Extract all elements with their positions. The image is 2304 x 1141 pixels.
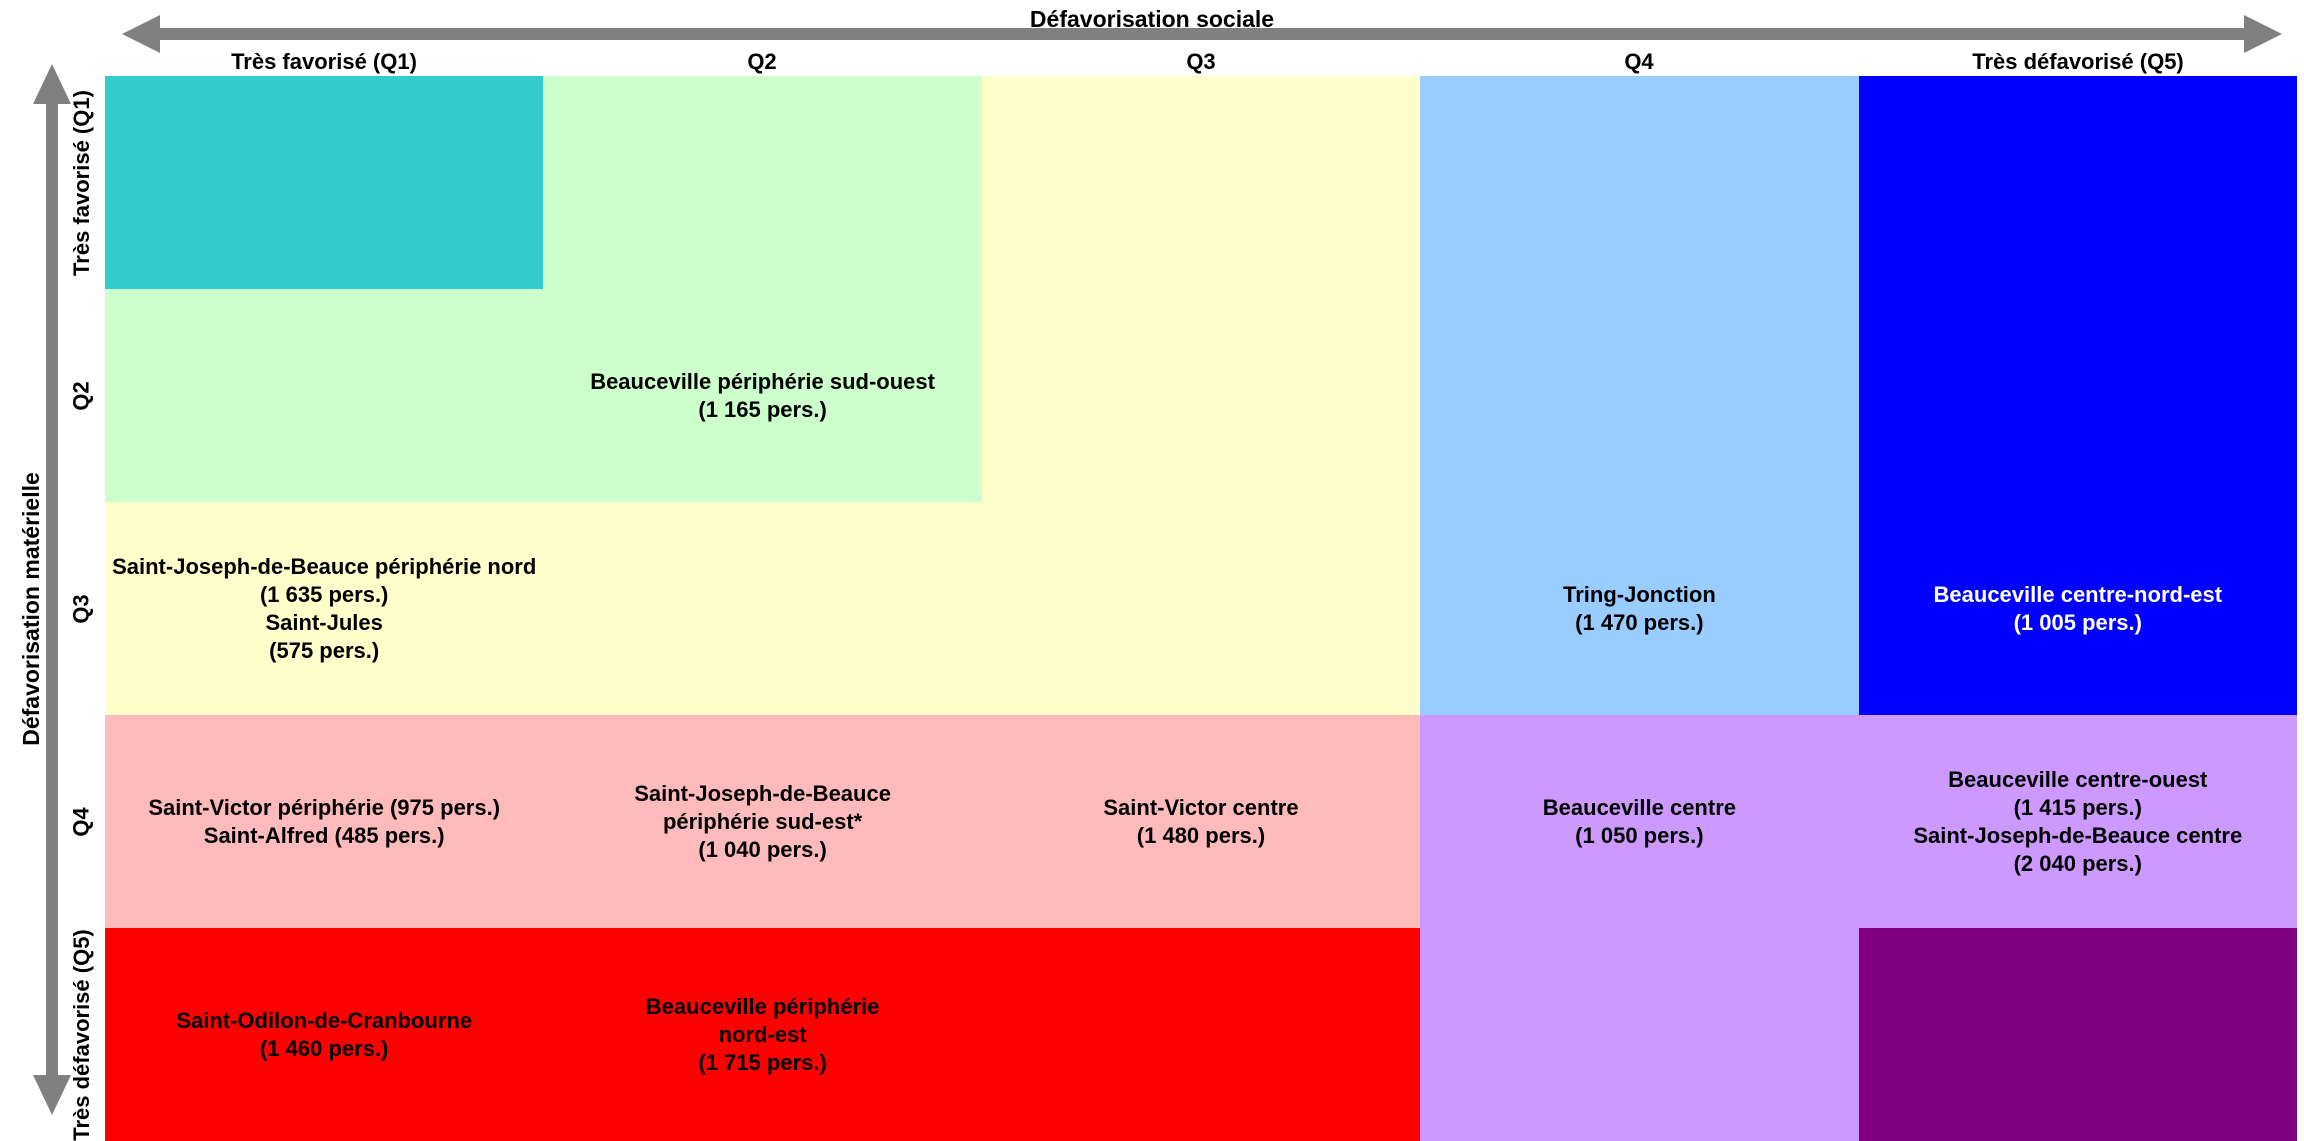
cell-region-blue [1858,76,2297,715]
label-line: Beauceville centre-nord-est [1933,581,2223,607]
label-line: (1 480 pers.) [1136,822,1266,848]
row-header-q3-text: Q3 [68,593,94,624]
label-line: Saint-Victor périphérie (975 pers.) [148,794,501,820]
label-line: Saint-Jules [265,609,383,635]
column-header-q5: Très défavorisé (Q5) [1972,49,2184,74]
column-headers: Très favorisé (Q1) Q2 Q3 Q4 Très défavor… [105,48,2297,76]
x-axis-title: Défavorisation sociale [1029,6,1275,32]
label-line: périphérie sud-est* [662,808,863,834]
label-line: Beauceville périphérie sud-ouest [590,368,935,394]
cell-region-light-green-top [543,76,982,289]
row-headers: Très favorisé (Q1) Q2 Q3 Q4 Très défavor… [62,76,102,1141]
column-header-q3: Q3 [1186,49,1216,74]
row-header-q1-text: Très favorisé (Q1) [69,89,94,276]
label-line: (1 470 pers.) [1575,609,1704,635]
label-line: (1 715 pers.) [698,1049,827,1075]
label-beauceville-peripherie-sud-ouest: Beauceville périphérie sud-ouest (1 165 p… [543,289,981,502]
label-line: Saint-Joseph-de-Beauce périphérie nord [112,553,537,579]
row-header-q5: Très défavorisé (Q5) [62,928,102,1141]
cell-region-lavender-bottom [1420,928,1859,1141]
label-saint-victor-centre: Saint-Victor centre (1 480 pers.) [982,715,1420,928]
label-beauceville-centre: Beauceville centre (1 050 pers.) [1420,715,1858,928]
label-line: Beauceville périphérie [645,993,880,1019]
row-header-q2: Q2 [62,289,102,502]
deprivation-matrix: Beauceville périphérie sud-ouest (1 165 p… [105,76,2297,1141]
label-line: nord-est [718,1021,807,1047]
cell-region-light-blue [1420,76,1859,715]
label-line: Saint-Victor centre [1103,794,1299,820]
label-line: (1 050 pers.) [1575,822,1704,848]
row-header-q4-text: Q4 [68,806,94,837]
label-line: (1 040 pers.) [698,836,827,862]
label-beauceville-centre-nord-est: Beauceville centre-nord-est (1 005 pers.) [1859,502,2297,715]
label-saint-joseph-peripherie-nord-saint-jules: Saint-Joseph-de-Beauce périphérie nord (1… [105,502,543,715]
vertical-double-arrow [33,64,71,1115]
cell-q5-q5 [1858,928,2297,1141]
label-tring-jonction: Tring-Jonction (1 470 pers.) [1420,502,1858,715]
cell-region-lavender [1420,715,2297,928]
cell-region-light-yellow-left [105,502,982,715]
label-line: (2 040 pers.) [2013,850,2142,876]
label-line: (1 635 pers.) [259,581,389,607]
row-header-q4: Q4 [62,715,102,928]
label-line: Beauceville centre [1542,794,1736,820]
label-beauceville-centre-ouest-saint-joseph-centre: Beauceville centre-ouest (1 415 pers.) Sai… [1859,715,2297,928]
label-line: (1 165 pers.) [698,396,827,422]
cell-region-red [105,928,1421,1141]
y-axis-title: Défavorisation matérielle [14,76,48,1141]
label-line: Saint-Joseph-de-Beauce [634,780,891,806]
label-line: Tring-Jonction [1563,581,1716,607]
label-line: (575 pers.) [269,637,380,663]
label-beauceville-peripherie-nord-est: Beauceville périphérie nord-est (1 715 per… [543,928,981,1141]
label-saint-odilon-de-cranbourne: Saint-Odilon-de-Cranbourne (1 460 pers.) [105,928,543,1141]
horizontal-double-arrow [122,15,2282,53]
label-saint-joseph-peripherie-sud-est: Saint-Joseph-de-Beauce périphérie sud-est… [543,715,981,928]
row-header-q3: Q3 [62,502,102,715]
label-line: (1 460 pers.) [259,1035,389,1061]
label-line: Saint-Joseph-de-Beauce centre [1913,822,2243,848]
cell-q1-q1 [105,76,544,289]
column-header-q2: Q2 [747,49,777,74]
label-line: (1 005 pers.) [2013,609,2142,635]
cell-region-light-yellow-right [981,76,1421,715]
label-line: Saint-Odilon-de-Cranbourne [176,1007,473,1033]
label-line: (1 415 pers.) [2013,794,2142,820]
column-header-q4: Q4 [1624,49,1654,74]
label-saint-victor-peripherie-saint-alfred: Saint-Victor périphérie (975 pers.) Saint… [105,715,543,928]
cell-region-pink [105,715,1421,928]
y-axis-title-text: Défavorisation matérielle [18,471,44,746]
cell-region-light-green [105,289,982,502]
label-line: Beauceville centre-ouest [1948,766,2208,792]
row-header-q2-text: Q2 [68,380,94,411]
row-header-q1: Très favorisé (Q1) [62,76,102,289]
label-line: Saint-Alfred (485 pers.) [203,822,445,848]
column-header-q1: Très favorisé (Q1) [231,49,417,74]
row-header-q5-text: Très défavorisé (Q5) [69,928,95,1141]
